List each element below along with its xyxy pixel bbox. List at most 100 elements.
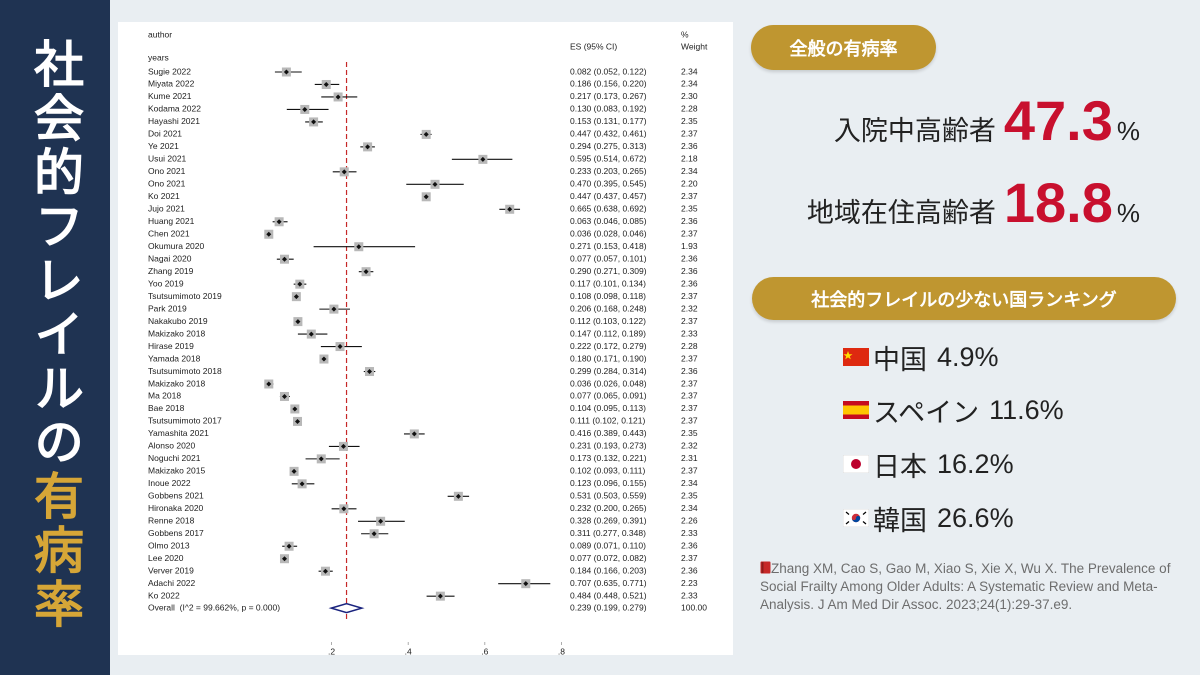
es-label: 0.104 (0.095, 0.113) [570, 403, 646, 413]
study-label: Ma 2018 [148, 391, 181, 401]
study-label: Gobbens 2017 [148, 528, 204, 538]
weight-label: 2.37 [681, 291, 698, 301]
es-label: 0.222 (0.172, 0.279) [570, 341, 647, 351]
study-label: Ono 2021 [148, 179, 186, 189]
es-label: 0.447 (0.437, 0.457) [570, 191, 647, 201]
weight-label: 2.36 [681, 253, 698, 263]
point-estimate [311, 119, 317, 125]
citation-text: Zhang XM, Cao S, Gao M, Xiao S, Xie X, W… [760, 561, 1171, 612]
es-label: 0.112 (0.103, 0.122) [570, 316, 646, 326]
es-label: 0.290 (0.271, 0.309) [570, 266, 647, 276]
study-label: Makizako 2018 [148, 378, 205, 388]
point-estimate [423, 131, 429, 137]
es-label: 0.707 (0.635, 0.771) [570, 578, 647, 588]
es-label: 0.239 (0.199, 0.279) [570, 602, 647, 612]
weight-label: 2.35 [681, 116, 698, 126]
weight-label: 2.36 [681, 216, 698, 226]
es-label: 0.082 (0.052, 0.122) [570, 66, 647, 76]
stat-label: 入院中高齢者 [833, 116, 996, 146]
es-label: 0.231 (0.193, 0.273) [570, 441, 647, 451]
es-label: 0.111 (0.102, 0.121) [570, 416, 645, 426]
weight-label: 2.23 [681, 578, 698, 588]
es-label: 0.089 (0.071, 0.110) [570, 540, 646, 550]
point-estimate [437, 593, 443, 599]
study-label: Adachi 2022 [148, 578, 196, 588]
study-label: Verver 2019 [148, 565, 194, 575]
stat-row: 入院中高齢者 47.3% [760, 88, 1140, 153]
es-label: 0.153 (0.131, 0.177) [570, 116, 647, 126]
country: 日本 [873, 451, 927, 482]
point-estimate [507, 206, 513, 212]
point-estimate [335, 94, 341, 100]
study-label: Chen 2021 [148, 228, 190, 238]
es-label: 0.299 (0.284, 0.314) [570, 366, 647, 376]
rank-unit: % [989, 502, 1014, 533]
es-label: 0.595 (0.514, 0.672) [570, 154, 647, 164]
study-label: Yoo 2019 [148, 278, 184, 288]
sidebar: 社会的フレイルの有病率 [0, 0, 110, 675]
study-label: Huang 2021 [148, 216, 195, 226]
es-label: 0.036 (0.026, 0.048) [570, 378, 647, 388]
weight-label: 2.37 [681, 403, 698, 413]
es-label: 0.470 (0.395, 0.545) [570, 179, 647, 189]
rank-value: 26.6 [937, 502, 990, 533]
weight-label: 2.33 [681, 528, 698, 538]
es-label: 0.130 (0.083, 0.192) [570, 104, 647, 114]
weight-label: 2.31 [681, 453, 698, 463]
es-label: 0.294 (0.275, 0.313) [570, 141, 647, 151]
es-label: 0.271 (0.153, 0.418) [570, 241, 647, 251]
es-label: 0.173 (0.132, 0.221) [570, 453, 647, 463]
es-label: 0.447 (0.432, 0.461) [570, 129, 647, 139]
study-label: Inoue 2022 [148, 478, 191, 488]
study-label: Tsutsumimoto 2017 [148, 416, 222, 426]
header-author: author [148, 29, 172, 39]
study-label: Ko 2021 [148, 191, 180, 201]
study-label: Tsutsumimoto 2018 [148, 366, 222, 376]
weight-label: 2.36 [681, 278, 698, 288]
study-label: Kume 2021 [148, 91, 192, 101]
study-label: Nagai 2020 [148, 253, 192, 263]
weight-label: 2.36 [681, 366, 698, 376]
es-label: 0.206 (0.168, 0.248) [570, 303, 647, 313]
point-estimate [371, 531, 377, 537]
study-label: Makizako 2015 [148, 466, 205, 476]
weight-label: 2.32 [681, 441, 698, 451]
study-label: Makizako 2018 [148, 328, 205, 338]
stat-value: 18.8 [1003, 171, 1113, 234]
country: 中国 [873, 344, 927, 375]
weight-label: 2.37 [681, 466, 698, 476]
x-tick-label: .6 [481, 646, 488, 655]
rank-row: 日本 16.2% [843, 447, 1014, 482]
weight-label: 1.93 [681, 241, 698, 251]
weight-label: 2.28 [681, 104, 698, 114]
weight-label: 2.30 [681, 91, 698, 101]
point-estimate [293, 294, 299, 300]
weight-label: 2.37 [681, 553, 698, 563]
point-estimate [281, 556, 287, 562]
es-label: 0.063 (0.046, 0.085) [570, 216, 647, 226]
rank-row: 中国 4.9% [843, 340, 999, 375]
weight-label: 2.37 [681, 228, 698, 238]
point-estimate [365, 144, 371, 150]
point-estimate [295, 319, 301, 325]
forest-plot: author years ES (95% CI) % Weight .2 .4 .6… [118, 22, 733, 655]
es-label: 0.036 (0.028, 0.046) [570, 228, 647, 238]
study-label: Jujo 2021 [148, 204, 185, 214]
header-es: ES (95% CI) [570, 41, 617, 51]
point-estimate [308, 331, 314, 337]
weight-label: 2.33 [681, 328, 698, 338]
weight-label: 2.37 [681, 316, 698, 326]
es-label: 0.180 (0.171, 0.190) [570, 353, 647, 363]
header-years: years [148, 52, 169, 62]
header-pct: % [681, 29, 689, 39]
flag [843, 509, 869, 527]
es-label: 0.117 (0.101, 0.134) [570, 278, 646, 288]
point-estimate [266, 231, 272, 237]
es-label: 0.531 (0.503, 0.559) [570, 491, 647, 501]
study-label: Alonso 2020 [148, 441, 196, 451]
flag [843, 348, 869, 366]
x-tick-label: .2 [328, 646, 335, 655]
es-label: 0.665 (0.638, 0.692) [570, 204, 647, 214]
point-estimate [523, 581, 529, 587]
